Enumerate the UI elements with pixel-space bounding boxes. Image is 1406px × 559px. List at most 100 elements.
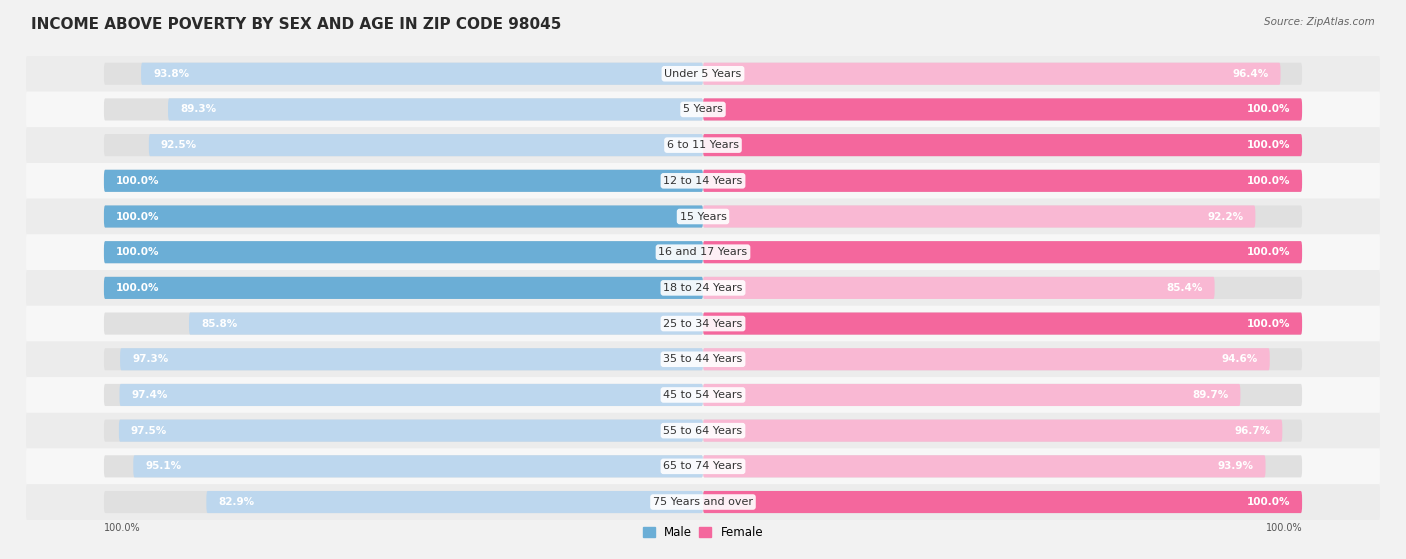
FancyBboxPatch shape xyxy=(703,170,1302,192)
FancyBboxPatch shape xyxy=(27,234,1379,270)
Text: 6 to 11 Years: 6 to 11 Years xyxy=(666,140,740,150)
Text: 92.2%: 92.2% xyxy=(1208,211,1243,221)
FancyBboxPatch shape xyxy=(27,377,1379,413)
FancyBboxPatch shape xyxy=(104,491,703,513)
FancyBboxPatch shape xyxy=(703,170,1302,192)
Text: 100.0%: 100.0% xyxy=(1247,105,1291,115)
FancyBboxPatch shape xyxy=(703,134,1302,156)
FancyBboxPatch shape xyxy=(149,134,703,156)
Text: 75 Years and over: 75 Years and over xyxy=(652,497,754,507)
FancyBboxPatch shape xyxy=(703,134,1302,156)
Text: 100.0%: 100.0% xyxy=(115,211,159,221)
FancyBboxPatch shape xyxy=(104,277,703,299)
FancyBboxPatch shape xyxy=(120,384,703,406)
Text: 100.0%: 100.0% xyxy=(1265,523,1302,533)
Text: 100.0%: 100.0% xyxy=(1247,319,1291,329)
Text: 100.0%: 100.0% xyxy=(1247,497,1291,507)
Text: 89.7%: 89.7% xyxy=(1192,390,1229,400)
Text: 100.0%: 100.0% xyxy=(115,176,159,186)
Text: 100.0%: 100.0% xyxy=(1247,176,1291,186)
FancyBboxPatch shape xyxy=(169,98,703,121)
FancyBboxPatch shape xyxy=(104,277,703,299)
Text: 25 to 34 Years: 25 to 34 Years xyxy=(664,319,742,329)
FancyBboxPatch shape xyxy=(703,384,1302,406)
Text: Under 5 Years: Under 5 Years xyxy=(665,69,741,79)
FancyBboxPatch shape xyxy=(104,241,703,263)
FancyBboxPatch shape xyxy=(27,448,1379,484)
FancyBboxPatch shape xyxy=(703,98,1302,121)
FancyBboxPatch shape xyxy=(703,98,1302,121)
FancyBboxPatch shape xyxy=(703,241,1302,263)
FancyBboxPatch shape xyxy=(27,163,1379,198)
FancyBboxPatch shape xyxy=(104,206,703,228)
FancyBboxPatch shape xyxy=(703,63,1302,85)
FancyBboxPatch shape xyxy=(703,384,1240,406)
Text: 82.9%: 82.9% xyxy=(218,497,254,507)
Text: 100.0%: 100.0% xyxy=(115,283,159,293)
Text: 96.7%: 96.7% xyxy=(1234,425,1271,435)
Text: 92.5%: 92.5% xyxy=(160,140,197,150)
Text: 100.0%: 100.0% xyxy=(115,247,159,257)
FancyBboxPatch shape xyxy=(27,342,1379,377)
Text: 100.0%: 100.0% xyxy=(104,523,141,533)
FancyBboxPatch shape xyxy=(27,413,1379,448)
Text: 93.8%: 93.8% xyxy=(153,69,190,79)
FancyBboxPatch shape xyxy=(703,455,1265,477)
FancyBboxPatch shape xyxy=(703,348,1270,370)
FancyBboxPatch shape xyxy=(703,348,1302,370)
FancyBboxPatch shape xyxy=(703,206,1302,228)
Text: 16 and 17 Years: 16 and 17 Years xyxy=(658,247,748,257)
Text: 95.1%: 95.1% xyxy=(145,461,181,471)
Text: 85.8%: 85.8% xyxy=(201,319,238,329)
FancyBboxPatch shape xyxy=(134,455,703,477)
FancyBboxPatch shape xyxy=(27,306,1379,342)
FancyBboxPatch shape xyxy=(27,484,1379,520)
FancyBboxPatch shape xyxy=(104,170,703,192)
FancyBboxPatch shape xyxy=(104,348,703,370)
Text: 97.4%: 97.4% xyxy=(132,390,167,400)
FancyBboxPatch shape xyxy=(703,455,1302,477)
FancyBboxPatch shape xyxy=(703,420,1302,442)
FancyBboxPatch shape xyxy=(703,312,1302,335)
FancyBboxPatch shape xyxy=(141,63,703,85)
FancyBboxPatch shape xyxy=(104,420,703,442)
Text: 55 to 64 Years: 55 to 64 Years xyxy=(664,425,742,435)
Text: 94.6%: 94.6% xyxy=(1222,354,1258,364)
FancyBboxPatch shape xyxy=(120,348,703,370)
FancyBboxPatch shape xyxy=(27,270,1379,306)
FancyBboxPatch shape xyxy=(703,420,1282,442)
FancyBboxPatch shape xyxy=(104,63,703,85)
Text: 100.0%: 100.0% xyxy=(1247,247,1291,257)
FancyBboxPatch shape xyxy=(120,420,703,442)
Text: 5 Years: 5 Years xyxy=(683,105,723,115)
FancyBboxPatch shape xyxy=(703,312,1302,335)
FancyBboxPatch shape xyxy=(104,312,703,335)
Text: 35 to 44 Years: 35 to 44 Years xyxy=(664,354,742,364)
FancyBboxPatch shape xyxy=(703,206,1256,228)
FancyBboxPatch shape xyxy=(104,241,703,263)
Text: 15 Years: 15 Years xyxy=(679,211,727,221)
FancyBboxPatch shape xyxy=(703,491,1302,513)
FancyBboxPatch shape xyxy=(27,127,1379,163)
FancyBboxPatch shape xyxy=(104,455,703,477)
FancyBboxPatch shape xyxy=(104,384,703,406)
FancyBboxPatch shape xyxy=(703,277,1215,299)
FancyBboxPatch shape xyxy=(104,98,703,121)
Text: 12 to 14 Years: 12 to 14 Years xyxy=(664,176,742,186)
Text: 96.4%: 96.4% xyxy=(1232,69,1268,79)
Legend: Male, Female: Male, Female xyxy=(638,522,768,544)
Text: 97.3%: 97.3% xyxy=(132,354,169,364)
FancyBboxPatch shape xyxy=(27,92,1379,127)
FancyBboxPatch shape xyxy=(703,491,1302,513)
Text: 85.4%: 85.4% xyxy=(1166,283,1202,293)
Text: 65 to 74 Years: 65 to 74 Years xyxy=(664,461,742,471)
Text: 100.0%: 100.0% xyxy=(1247,140,1291,150)
FancyBboxPatch shape xyxy=(104,206,703,228)
FancyBboxPatch shape xyxy=(104,170,703,192)
FancyBboxPatch shape xyxy=(703,277,1302,299)
FancyBboxPatch shape xyxy=(207,491,703,513)
Text: 89.3%: 89.3% xyxy=(180,105,217,115)
FancyBboxPatch shape xyxy=(27,56,1379,92)
Text: 97.5%: 97.5% xyxy=(131,425,167,435)
Text: 93.9%: 93.9% xyxy=(1218,461,1254,471)
